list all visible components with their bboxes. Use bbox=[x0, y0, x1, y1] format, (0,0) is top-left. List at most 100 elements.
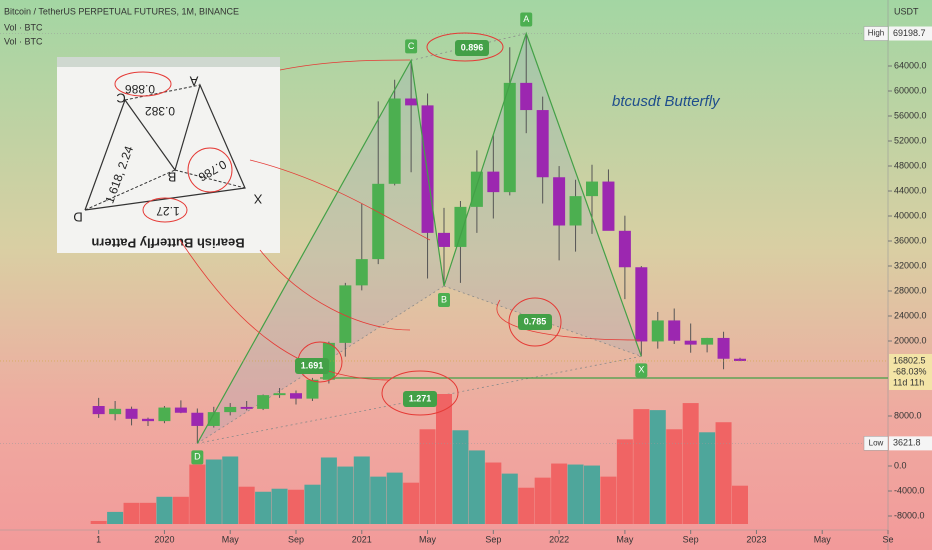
y-tick-label: 0.0 bbox=[894, 460, 907, 470]
volume-bar bbox=[452, 430, 469, 524]
pattern-point-label: X bbox=[638, 365, 644, 375]
volume-bar bbox=[600, 476, 617, 524]
x-tick-label: Se bbox=[882, 534, 893, 544]
pattern-point-label: C bbox=[408, 41, 415, 51]
x-tick-label: 2020 bbox=[154, 534, 174, 544]
low-tag-value-label: 3621.8 bbox=[893, 438, 921, 448]
inset-label: D bbox=[73, 210, 82, 225]
candle-body bbox=[257, 395, 270, 409]
pattern-point-label: D bbox=[194, 452, 201, 462]
volume-bar bbox=[123, 502, 140, 524]
volume-bar bbox=[699, 432, 716, 524]
pattern-point-box bbox=[191, 450, 204, 465]
ratio-box bbox=[295, 358, 329, 374]
volume-bar bbox=[320, 457, 337, 524]
candle-body bbox=[405, 98, 418, 106]
high-tag-value-label: 69198.7 bbox=[893, 28, 926, 38]
volume-bar bbox=[255, 491, 272, 524]
sketch-circle bbox=[508, 297, 562, 347]
sketch-circle bbox=[426, 32, 504, 62]
candle-body bbox=[174, 407, 187, 413]
candle-body bbox=[503, 82, 516, 193]
x-tick-label: 2021 bbox=[352, 534, 372, 544]
candle-body bbox=[717, 337, 730, 359]
volume-bar bbox=[337, 466, 354, 524]
ratio-label: 1.691 bbox=[301, 360, 324, 370]
last-tag bbox=[889, 353, 932, 390]
candle-body bbox=[438, 232, 450, 247]
inset-label: C bbox=[116, 91, 125, 106]
y-tick-label: -4000.0 bbox=[894, 485, 925, 495]
x-tick-label: 2022 bbox=[549, 534, 569, 544]
volume-bar bbox=[584, 465, 600, 524]
volume-bar bbox=[140, 502, 156, 524]
candle-body bbox=[290, 393, 302, 399]
high-tag-value bbox=[889, 26, 932, 41]
volume-bar bbox=[205, 459, 222, 524]
pattern-point-label: A bbox=[523, 14, 529, 24]
inset-label: A bbox=[189, 74, 198, 89]
ratio-label: 0.896 bbox=[461, 42, 484, 52]
inset-label: X bbox=[253, 192, 262, 207]
inset-label: 1.27 bbox=[156, 204, 180, 218]
low-tag bbox=[863, 436, 889, 451]
candle-body bbox=[651, 320, 664, 342]
candle-body bbox=[388, 98, 401, 184]
low-tag-value bbox=[889, 436, 932, 451]
volume-bar bbox=[172, 496, 189, 524]
pattern-line bbox=[196, 31, 642, 444]
candle-body bbox=[142, 418, 154, 422]
inset-dash bbox=[124, 84, 201, 101]
y-tick-label: 32000.0 bbox=[894, 260, 927, 270]
inset-box bbox=[57, 57, 280, 253]
x-tick-label: May bbox=[222, 534, 240, 544]
volume-bar bbox=[485, 462, 502, 524]
volume-bar bbox=[501, 473, 518, 524]
volume-bar bbox=[222, 456, 239, 524]
volume-bar bbox=[353, 456, 370, 524]
volume-bar bbox=[271, 488, 288, 524]
inset-header bbox=[57, 57, 280, 67]
x-tick-label: 2023 bbox=[746, 534, 766, 544]
volume-bar bbox=[551, 463, 568, 524]
y-tick-label: 60000.0 bbox=[894, 85, 927, 95]
candle-body bbox=[520, 82, 533, 111]
volume-bar bbox=[649, 410, 666, 524]
volume-bar bbox=[370, 476, 387, 524]
indicator-label: Vol · BTC bbox=[4, 36, 43, 46]
volume-bar bbox=[386, 472, 403, 524]
candle-body bbox=[125, 408, 138, 419]
volume-bar bbox=[419, 429, 436, 524]
candle-body bbox=[191, 412, 204, 426]
candle-body bbox=[586, 181, 598, 197]
sketch-circle bbox=[142, 197, 188, 223]
pattern-fill bbox=[197, 60, 444, 444]
last-tag-change: -68.03% bbox=[893, 366, 927, 376]
candle-body bbox=[339, 285, 352, 343]
x-tick-label: Sep bbox=[288, 534, 304, 544]
y-tick-label: 28000.0 bbox=[894, 285, 927, 295]
inset-dash bbox=[174, 169, 246, 189]
y-tick-label: 24000.0 bbox=[894, 310, 927, 320]
y-tick-label: 20000.0 bbox=[894, 335, 927, 345]
y-tick-label: 64000.0 bbox=[894, 60, 927, 70]
x-tick-label: May bbox=[419, 534, 437, 544]
last-tag-countdown: 11d 11h bbox=[893, 377, 924, 387]
candle-body bbox=[602, 181, 615, 231]
ratio-box bbox=[455, 40, 489, 56]
volume-bar bbox=[567, 464, 584, 524]
high-tag bbox=[863, 26, 889, 41]
candle-body bbox=[701, 337, 714, 345]
volume-bar bbox=[403, 482, 420, 524]
volume-bar bbox=[107, 511, 124, 524]
inset-label: B bbox=[168, 170, 177, 185]
candle-body bbox=[734, 358, 746, 361]
x-tick-label: 1 bbox=[96, 534, 101, 544]
candle-body bbox=[668, 320, 681, 341]
y-tick-label: 8000.0 bbox=[894, 410, 922, 420]
candle-body bbox=[553, 177, 566, 226]
candle-body bbox=[306, 379, 319, 399]
y-tick-label: 40000.0 bbox=[894, 210, 927, 220]
x-tick-label: Sep bbox=[485, 534, 501, 544]
